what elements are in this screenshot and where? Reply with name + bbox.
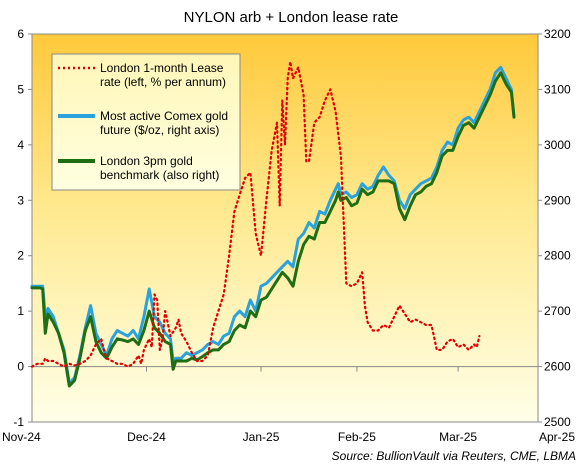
y-right-tick-label: 3100 <box>544 82 571 96</box>
series-layer <box>30 60 516 388</box>
legend-label-comex-1: Most active Comex gold <box>100 109 228 123</box>
x-tick-label: Mar-25 <box>439 430 477 444</box>
y-left-tick-label: 0 <box>17 360 24 374</box>
y-left-tick-label: 4 <box>17 138 24 152</box>
y-right-tick-label: 2900 <box>544 193 571 207</box>
x-tick-label: Dec-24 <box>127 430 166 444</box>
legend-box <box>51 53 241 191</box>
legend-label-london-1: London 3pm gold <box>100 154 193 168</box>
chart-title: NYLON arb + London lease rate <box>184 9 399 26</box>
y-left-tick-label: 5 <box>17 82 24 96</box>
y-right-tick-label: 2600 <box>544 360 571 374</box>
y-right-tick-label: 3000 <box>544 138 571 152</box>
y-left-tick-label: 3 <box>17 193 24 207</box>
x-tick-label: Feb-25 <box>338 430 376 444</box>
y-right-tick-label: 2700 <box>544 304 571 318</box>
series-line-comex <box>30 65 516 385</box>
y-left-tick-label: 6 <box>17 27 24 41</box>
y-right-tick-label: 2800 <box>544 249 571 263</box>
x-tick-label: Apr-25 <box>539 430 575 444</box>
x-tick-label: Jan-25 <box>243 430 280 444</box>
source-note: Source: BullionVault via Reuters, CME, L… <box>332 449 576 463</box>
legend-label-london-2: benchmark (also right) <box>100 168 219 182</box>
y-left-tick-label: -1 <box>13 415 24 429</box>
y-right-tick-label: 3200 <box>544 27 571 41</box>
x-tick-label: Nov-24 <box>2 430 41 444</box>
series-line-london <box>30 71 516 388</box>
axes: -1 0 1 2 3 4 5 6 2500 2600 2700 2800 2900 3000 3100 320… <box>2 27 575 444</box>
legend: London 1-month Lease rate (left, % per a… <box>51 53 241 191</box>
legend-label-lease-1: London 1-month Lease <box>100 61 224 75</box>
legend-label-comex-2: future ($/oz, right axis) <box>100 123 219 137</box>
y-right-tick-label: 2500 <box>544 415 571 429</box>
legend-label-lease-2: rate (left, % per annum) <box>100 75 226 89</box>
series-line-lease <box>30 60 481 368</box>
y-left-tick-label: 1 <box>17 304 24 318</box>
y-left-tick-label: 2 <box>17 249 24 263</box>
